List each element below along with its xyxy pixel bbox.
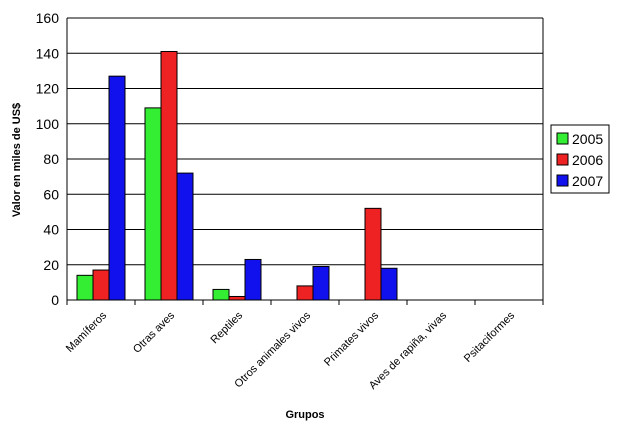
legend-label: 2006 [572,152,603,168]
x-tick-label: Otras aves [131,309,177,355]
legend-label: 2005 [572,131,603,147]
bar-2007 [176,172,194,301]
bar-2006 [296,285,314,301]
legend-swatch-2005 [556,132,569,145]
y-tick-label: 80 [43,151,59,167]
y-tick-label: 160 [36,10,60,26]
y-tick-labels: 0 20 40 60 80 100 120 140 160 [36,10,60,308]
y-tick-label: 120 [36,81,60,97]
x-tick-label: Psitaciformes [462,309,518,365]
bar-2007 [312,266,330,301]
legend-swatch-2007 [556,174,569,187]
bar-2007 [244,258,262,301]
bar-2007 [380,267,398,301]
y-tick-label: 60 [43,186,59,202]
x-tick-label: Mamíferos [64,309,110,355]
bar-2007 [108,75,126,301]
legend-label: 2007 [572,173,603,189]
y-tick-label: 40 [43,222,59,238]
x-tick-label: Aves de rapiña, vivas [367,309,450,392]
y-tick-label: 20 [43,257,59,273]
legend: 2005 2006 2007 [550,124,610,194]
y-tick-label: 140 [36,45,60,61]
y-tick-label: 0 [51,292,59,308]
gridlines [67,17,543,266]
bar-2005 [144,107,162,301]
bar-2006 [228,295,246,301]
bar-2006 [92,269,110,301]
bar-2005 [76,274,94,301]
x-tick-label: Primates vivos [322,309,381,368]
y-tick-label: 100 [36,116,60,132]
bar-2006 [364,207,382,301]
x-tick-label: Otros animales vivos [232,309,313,390]
x-tick-label: Reptiles [209,309,246,346]
axes [66,18,544,305]
bar-2006 [160,50,178,301]
x-axis-label: Grupos [285,409,324,421]
y-axis-label: Valor en miles de US$ [11,103,23,217]
legend-swatch-2006 [556,153,569,166]
bar-2005 [212,288,230,301]
